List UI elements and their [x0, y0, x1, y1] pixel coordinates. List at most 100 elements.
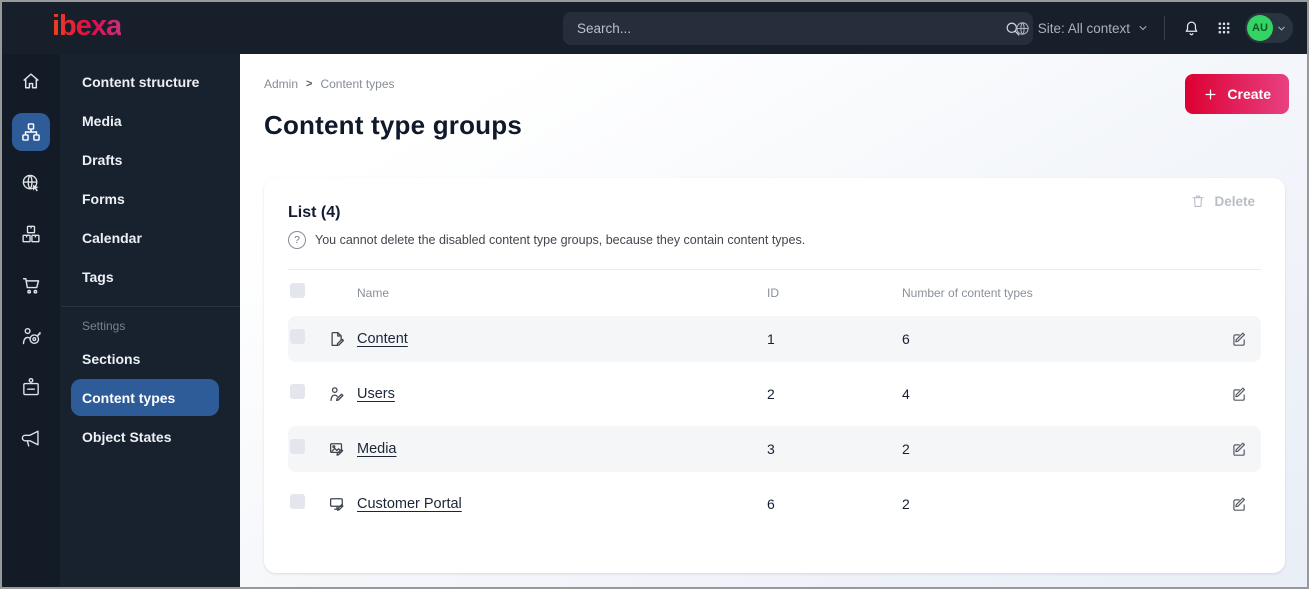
breadcrumb-admin[interactable]: Admin	[264, 77, 299, 91]
content-file-icon	[328, 330, 357, 348]
bell-icon	[1182, 19, 1201, 38]
apps-grid-button[interactable]	[1214, 18, 1234, 38]
list-note: You cannot delete the disabled content t…	[315, 233, 806, 247]
home-icon	[20, 70, 42, 92]
edit-icon	[1231, 386, 1248, 403]
table-row: Customer Portal 6 2	[288, 481, 1261, 527]
notifications-button[interactable]	[1180, 17, 1203, 40]
breadcrumb-separator: >	[306, 78, 313, 90]
column-header-id: ID	[767, 286, 779, 300]
sidebar-item-content-types[interactable]: Content types	[71, 379, 219, 416]
table-row: Users 2 4	[288, 371, 1261, 417]
site-context-selector[interactable]: Site: All context	[1014, 20, 1149, 37]
global-search	[563, 12, 1033, 45]
sidebar-section-label: Settings	[82, 319, 126, 333]
content-area: Admin > Content types Create Content typ…	[240, 54, 1307, 587]
personalization-icon	[20, 325, 42, 347]
rail-item-home[interactable]	[12, 62, 50, 100]
table-divider	[288, 269, 1261, 270]
content-type-groups-panel: List (4) ? You cannot delete the disable…	[264, 178, 1285, 573]
edit-button[interactable]	[1228, 328, 1251, 351]
topbar-divider	[1164, 16, 1165, 40]
sidebar-item-content-structure[interactable]: Content structure	[82, 73, 200, 90]
sidebar-menu: Content structure Media Drafts Forms Cal…	[60, 54, 240, 587]
group-link[interactable]: Content	[357, 331, 408, 347]
ibexa-logo[interactable]: ibexa	[52, 10, 122, 42]
table-row: Content 1 6	[288, 316, 1261, 362]
rail-item-campaign[interactable]	[12, 419, 50, 457]
create-button-label: Create	[1227, 86, 1271, 102]
site-context-label: Site: All context	[1037, 20, 1130, 36]
chevron-down-icon	[1137, 22, 1149, 34]
content-structure-icon	[20, 121, 42, 143]
group-link[interactable]: Media	[357, 441, 397, 457]
grid-icon	[1216, 20, 1232, 36]
icon-rail	[2, 54, 60, 587]
group-count: 6	[902, 331, 910, 347]
page-title: Content type groups	[264, 110, 523, 140]
edit-button[interactable]	[1228, 383, 1251, 406]
edit-button[interactable]	[1228, 438, 1251, 461]
row-checkbox[interactable]	[290, 329, 305, 344]
group-id: 6	[767, 496, 775, 512]
row-checkbox[interactable]	[290, 494, 305, 509]
group-id: 2	[767, 386, 775, 402]
products-icon	[20, 223, 42, 245]
user-menu[interactable]: AU	[1245, 13, 1293, 43]
customer-portal-icon	[328, 495, 357, 513]
column-header-count: Number of content types	[902, 286, 1033, 300]
sidebar-item-sections[interactable]: Sections	[82, 350, 141, 367]
group-count: 2	[902, 441, 910, 457]
users-icon	[328, 385, 357, 403]
rail-item-cart[interactable]	[12, 266, 50, 304]
sidebar-item-media[interactable]: Media	[82, 112, 122, 129]
table-header: Name ID Number of content types	[288, 270, 1261, 316]
sidebar-divider	[62, 306, 240, 307]
list-title: List (4)	[288, 204, 341, 221]
avatar: AU	[1247, 15, 1273, 41]
topbar-right-cluster: Site: All context AU	[1014, 2, 1293, 54]
row-checkbox[interactable]	[290, 439, 305, 454]
delete-button[interactable]: Delete	[1184, 192, 1261, 210]
sidebar-item-drafts[interactable]: Drafts	[82, 151, 123, 168]
sidebar-item-object-states[interactable]: Object States	[82, 428, 172, 445]
group-link[interactable]: Customer Portal	[357, 496, 462, 512]
edit-button[interactable]	[1228, 493, 1251, 516]
sidebar-item-forms[interactable]: Forms	[82, 190, 125, 207]
media-image-icon	[328, 440, 357, 458]
help-icon: ?	[288, 231, 306, 249]
group-link[interactable]: Users	[357, 386, 395, 402]
edit-icon	[1231, 496, 1248, 513]
group-id: 3	[767, 441, 775, 457]
group-id: 1	[767, 331, 775, 347]
campaign-icon	[20, 427, 42, 449]
delete-button-label: Delete	[1214, 193, 1255, 209]
chevron-down-icon	[1276, 23, 1287, 34]
site-icon	[20, 172, 42, 194]
select-all-checkbox[interactable]	[290, 283, 305, 298]
rail-item-products[interactable]	[12, 215, 50, 253]
column-header-name: Name	[357, 286, 390, 300]
topbar: ibexa Site: All context	[2, 2, 1307, 54]
globe-icon	[1014, 20, 1031, 37]
group-count: 4	[902, 386, 910, 402]
edit-icon	[1231, 441, 1248, 458]
commerce-icon	[20, 376, 42, 398]
edit-icon	[1231, 331, 1248, 348]
rail-item-content-structure[interactable]	[12, 113, 50, 151]
table-row: Media 3 2	[288, 426, 1261, 472]
breadcrumb: Admin > Content types	[264, 77, 395, 91]
group-count: 2	[902, 496, 910, 512]
sidebar-item-calendar[interactable]: Calendar	[82, 229, 142, 246]
rail-item-personalization[interactable]	[12, 317, 50, 355]
sidebar-item-tags[interactable]: Tags	[82, 268, 114, 285]
search-input[interactable]	[563, 21, 1004, 36]
rail-item-commerce[interactable]	[12, 368, 50, 406]
cart-icon	[20, 274, 42, 296]
trash-icon	[1190, 193, 1206, 209]
plus-icon	[1203, 87, 1218, 102]
create-button[interactable]: Create	[1185, 74, 1289, 114]
row-checkbox[interactable]	[290, 384, 305, 399]
rail-item-site[interactable]	[12, 164, 50, 202]
